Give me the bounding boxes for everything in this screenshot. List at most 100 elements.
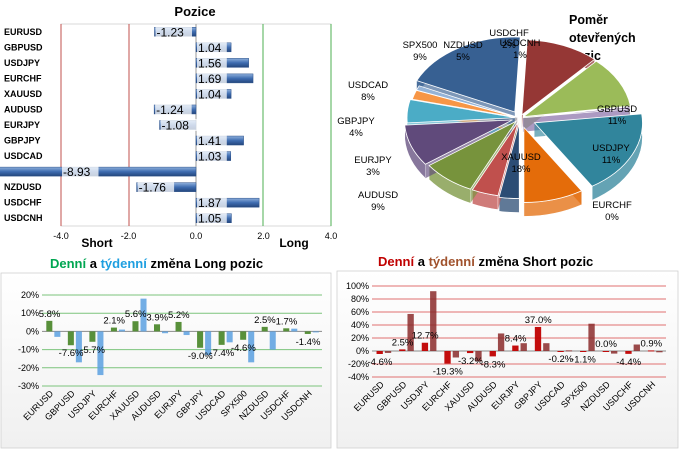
pie-pct-usdcnh: 1% [513, 50, 527, 61]
position-value-usdcad: 1.03 [198, 150, 222, 164]
category-label-usdcnh: USDCNH [4, 213, 43, 223]
long-bar-s1-xauusd [140, 298, 147, 332]
pie-pct-eurchf: 0% [605, 212, 619, 223]
long-value-nzdusd: 2.5% [254, 315, 276, 326]
short-y-tick-5: 0% [356, 346, 369, 356]
category-label-eurusd: EURUSD [4, 27, 43, 37]
position-value-usdcnh: 1.05 [198, 212, 222, 226]
pie-label-usdchf: USDCHF [489, 28, 529, 39]
x-tick-3: 2.0 [257, 231, 270, 241]
long-bar-s1-gbpusd [75, 331, 82, 363]
position-value-nzdusd: -1.76 [139, 181, 167, 195]
short-value-usdcad: -0.2% [548, 354, 573, 365]
short-bar-s0-usdcad [557, 351, 564, 352]
position-value-usdchf: 1.87 [198, 196, 222, 210]
pie-label-eurjpy: EURJPY [354, 155, 392, 166]
short-value-usdchf: -4.4% [616, 357, 641, 368]
short-bar-s1-eurusd [384, 351, 392, 353]
position-value-bg-usdcad [197, 150, 227, 163]
short-value-gbpjpy: 37.0% [525, 315, 552, 326]
short-bar-s1-eurchf [452, 351, 460, 358]
long-value-audusd: 3.9% [146, 312, 168, 323]
category-label-eurjpy: EURJPY [4, 120, 40, 130]
long-change-panel [0, 272, 332, 449]
long-bar-s1-spx500 [248, 331, 255, 363]
long-change-title: Denní a týdenní změna Long pozic [50, 256, 263, 271]
long-value-eurjpy: 5.2% [168, 310, 190, 321]
short-value-usdcnh: 0.9% [640, 338, 662, 349]
long-bar-s0-eurchf [110, 327, 117, 332]
x-tick-0: -4.0 [53, 231, 69, 241]
short-bar-s0-spx500 [580, 351, 587, 352]
short-bar-s0-usdchf [625, 351, 632, 354]
long-bar-s0-xauusd [132, 321, 139, 332]
category-label-gbpjpy: GBPJPY [4, 136, 41, 146]
pie-slice-xauusd [533, 113, 643, 187]
pie-slice-eurchf [522, 106, 631, 119]
category-label-usdchf: USDCHF [4, 198, 42, 208]
short-bar-s0-usdjpy [421, 342, 429, 351]
short-bar-s0-eurusd [376, 351, 383, 354]
position-value-bg-usdcnh [197, 212, 227, 225]
short-bar-s1-gbpusd [407, 313, 414, 351]
long-title-daily: Denní [50, 256, 87, 271]
pie-pct-xauusd: 18% [511, 164, 531, 175]
pie-pct-eurjpy: 3% [366, 167, 380, 178]
long-y-tick-5: -30% [18, 381, 39, 391]
pie-pct-usdjpy: 11% [602, 155, 621, 166]
short-value-nzdusd: 0.0% [595, 339, 617, 350]
pie-pct-gbpusd: 11% [608, 116, 627, 127]
long-value-usdchf: 1.7% [276, 316, 298, 327]
long-title-weekly: týdenní [101, 256, 148, 271]
short-value-eurjpy: 8.4% [505, 334, 527, 345]
long-bar-s1-eurusd [54, 331, 61, 337]
position-value-eurjpy: -1.08 [162, 119, 190, 133]
short-bar-s0-usdcnh [647, 350, 655, 352]
pie-label-audusd: AUDUSD [358, 190, 398, 201]
short-bar-s0-eurjpy [512, 345, 519, 351]
ratio-pie-chart: Poměr otevřených pozic GBPUSD11%USDJPY11… [337, 13, 643, 223]
long-bar-s0-usdchf [283, 328, 290, 332]
pie-label-spx500: SPX500 [403, 40, 438, 51]
category-label-audusd: AUDUSD [4, 104, 43, 114]
category-label-gbpusd: GBPUSD [4, 42, 43, 52]
short-bar-s0-gbpusd [399, 349, 406, 351]
position-value-bg-audusd [155, 103, 192, 116]
pie-label-usdcnh: USDCNH [500, 38, 541, 49]
long-y-tick-2: 0% [26, 326, 39, 336]
pie-label-xauusd: XAUUSD [501, 152, 541, 163]
positions-chart-title: Pozice [174, 4, 215, 19]
x-tick-2: 0.0 [190, 231, 203, 241]
long-bar-s0-gbpjpy [197, 331, 204, 348]
short-change-title: Denní a týdenní změna Short pozic [378, 254, 593, 269]
position-value-audusd: -1.24 [156, 103, 184, 117]
pie-slice-audusd [523, 126, 583, 203]
short-bar-s0-gbpjpy [534, 326, 542, 351]
short-bar-s1-spx500 [588, 323, 595, 351]
position-value-spx500: -8.93 [63, 165, 91, 179]
pie-slice-side-eurjpy [498, 196, 520, 213]
long-bar-s0-gbpusd [67, 331, 74, 346]
long-value-spx500: -4.6% [231, 343, 256, 354]
short-y-tick-7: -40% [348, 372, 369, 382]
long-value-usdcad: -7.4% [209, 348, 234, 359]
pie-label-gbpjpy: GBPJPY [337, 116, 375, 127]
position-value-eurusd: -1.23 [156, 25, 184, 39]
long-bar-s0-usdcad [218, 331, 225, 345]
short-label: Short [81, 236, 112, 250]
pie-pct-usdchf: 2% [502, 40, 516, 51]
long-bar-s1-eurjpy [183, 331, 190, 336]
short-y-tick-6: -20% [348, 359, 369, 369]
category-label-usdjpy: USDJPY [4, 58, 40, 68]
long-value-eurusd: 5.8% [39, 309, 61, 320]
pie-label-gbpusd: GBPUSD [597, 104, 637, 115]
long-bar-s0-nzdusd [261, 326, 268, 332]
long-y-tick-4: -20% [18, 363, 39, 373]
short-value-usdjpy: 12.7% [412, 331, 439, 342]
short-y-tick-2: 60% [351, 307, 369, 317]
long-value-eurchf: 2.1% [103, 316, 125, 327]
category-label-usdcad: USDCAD [4, 151, 43, 161]
short-bar-s1-audusd [497, 333, 505, 351]
short-bar-s1-nzdusd [611, 351, 618, 354]
